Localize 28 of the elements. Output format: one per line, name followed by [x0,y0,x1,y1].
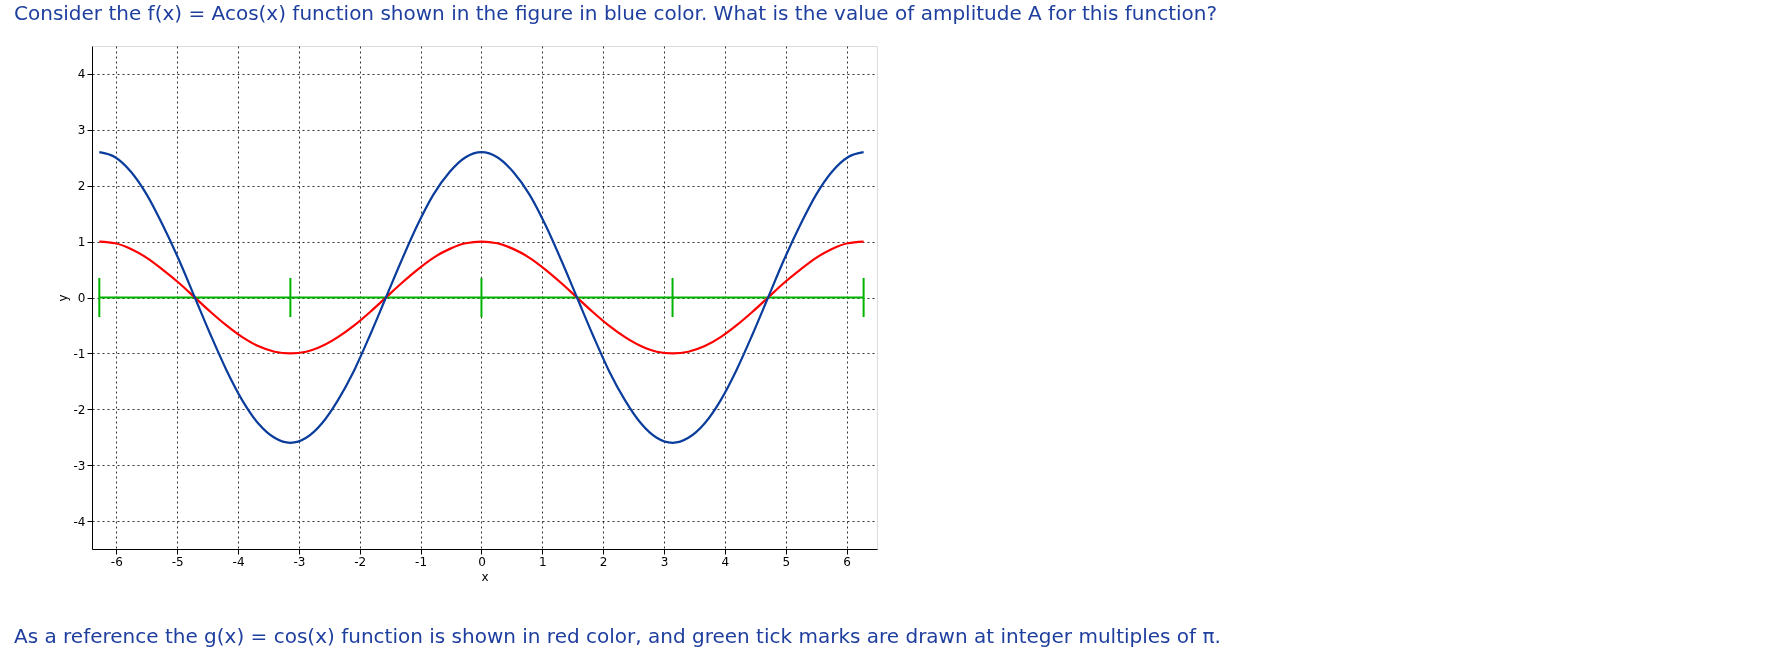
x-tick-label: -1 [415,554,428,569]
x-tick-label: 3 [660,554,669,569]
y-tick-label: 0 [77,291,86,305]
x-tick-label: -4 [232,554,245,569]
x-tick-label: 6 [843,554,851,569]
y-tick-label: -3 [73,458,86,473]
x-tick-label: 5 [782,554,791,569]
y-tick-label: 4 [77,67,86,82]
chart-title: Consider the f(x) = Acos(x) function shown in the figure in blue color. What is the value of amplitude A for this function? [14,1,1218,25]
y-tick-label: -2 [73,402,86,417]
line-series [98,151,865,444]
x-tick-label: -6 [110,554,123,569]
line-series [98,240,865,355]
x-tick-label: 0 [478,554,486,569]
x-tick-label: 4 [721,554,730,569]
y-tick-label: -1 [73,346,86,361]
y-tick-label: -4 [73,514,86,529]
x-tick-label: 2 [599,554,608,569]
y-axis-title: y [55,294,70,302]
y-tick-label: 2 [77,179,86,194]
text: As a reference the g(x) = cos(x) function is shown in red color, and green tick marks are drawn at integer multiples of π. [14,624,1221,648]
x-tick-label: -2 [354,554,367,569]
x-tick-label: 1 [538,554,547,569]
y-tick-label: 1 [77,235,86,250]
y-tick-label: 3 [77,123,86,138]
x-tick-label: -5 [171,554,184,569]
x-tick-label: -3 [293,554,306,569]
x-axis-title: x [481,569,489,584]
